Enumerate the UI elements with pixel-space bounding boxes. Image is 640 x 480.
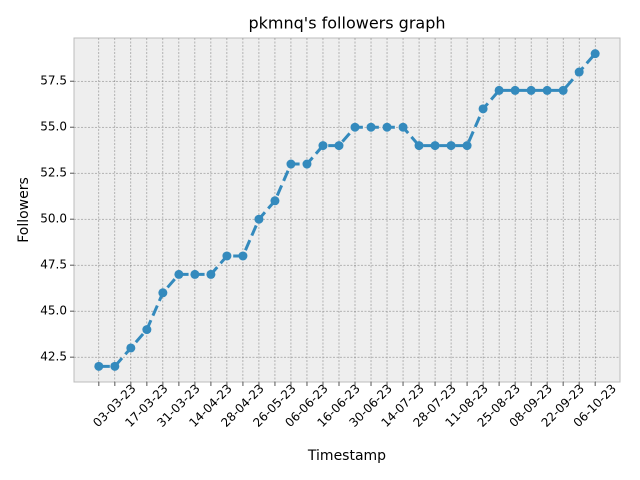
y-axis-label: Followers (16, 177, 32, 243)
data-point (238, 251, 248, 261)
data-point (142, 325, 152, 335)
data-point (462, 141, 472, 151)
data-point (382, 122, 392, 132)
y-tick-label: 47.5 (40, 258, 67, 272)
data-point (222, 251, 232, 261)
data-point (366, 122, 376, 132)
plot-area (73, 37, 621, 383)
data-point (286, 159, 296, 169)
y-tick-label: 55.0 (40, 120, 67, 134)
data-point (350, 122, 360, 132)
data-point (414, 141, 424, 151)
data-point (558, 85, 568, 95)
data-point (190, 269, 200, 279)
data-point (398, 122, 408, 132)
data-point (302, 159, 312, 169)
y-tick-label: 45.0 (40, 304, 67, 318)
data-point (526, 85, 536, 95)
data-point (446, 141, 456, 151)
y-tick-label: 50.0 (40, 212, 67, 226)
data-point (590, 49, 600, 59)
data-point (510, 85, 520, 95)
x-axis-label: Timestamp (307, 448, 386, 464)
data-point (574, 67, 584, 77)
data-point (206, 269, 216, 279)
data-point (494, 85, 504, 95)
data-point (94, 361, 104, 371)
y-tick-label: 52.5 (40, 166, 67, 180)
y-tick-label: 57.5 (40, 74, 67, 88)
data-point (430, 141, 440, 151)
data-point (542, 85, 552, 95)
data-point (110, 361, 120, 371)
data-point (254, 214, 264, 224)
data-point (334, 141, 344, 151)
data-point (270, 196, 280, 206)
data-point (126, 343, 136, 353)
data-point (478, 104, 488, 114)
data-point (318, 141, 328, 151)
data-point (174, 269, 184, 279)
y-tick-label: 42.5 (40, 350, 67, 364)
data-point (158, 288, 168, 298)
chart-title: pkmnq's followers graph (249, 14, 446, 33)
